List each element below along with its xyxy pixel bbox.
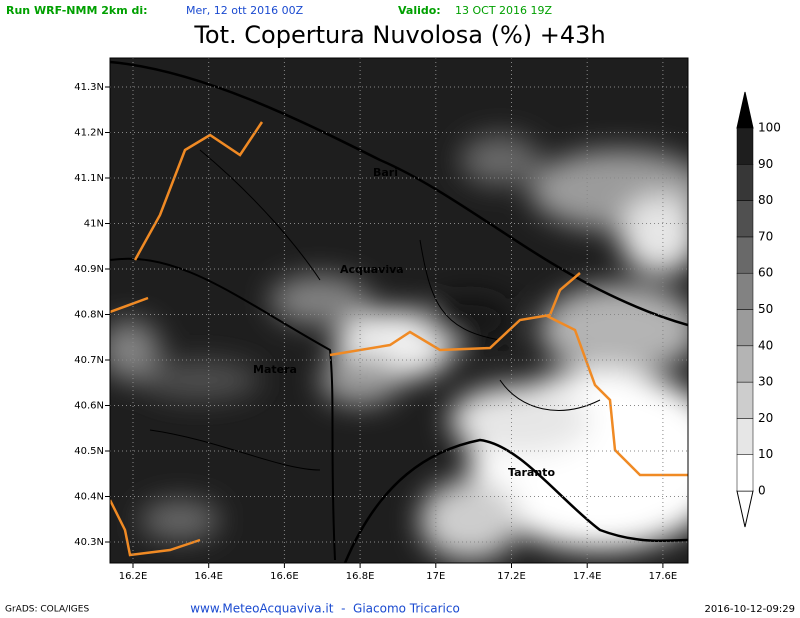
cloud-field [110, 58, 688, 563]
footer-left: GrADS: COLA/IGES [5, 605, 89, 615]
colorbar-band [736, 309, 754, 347]
lon-label: 16.2E [119, 571, 148, 582]
colorbar-label: 70 [758, 229, 773, 243]
colorbar-label: 30 [758, 375, 773, 389]
lon-label: 17.4E [573, 571, 602, 582]
place-labels: Bari Acquaviva Matera Taranto [253, 166, 555, 479]
lon-label: 16.8E [346, 571, 375, 582]
colorbar-label: 10 [758, 447, 773, 461]
footer-center: www.MeteoAcquaviva.it - Giacomo Tricaric… [190, 602, 460, 616]
colorbar-band [736, 454, 754, 492]
place-label: Bari [373, 166, 398, 179]
colorbar-label: 100 [758, 121, 781, 135]
footer-right: 2016-10-12-09:29 [704, 604, 795, 615]
colorbar-label: 0 [758, 484, 766, 498]
colorbar-label: 40 [758, 338, 773, 352]
colorbar-band [736, 236, 754, 274]
colorbar-band [736, 127, 754, 165]
colorbar-band [736, 200, 754, 238]
lon-label: 16.4E [194, 571, 223, 582]
lat-label: 40.8N [74, 310, 104, 321]
longitude-labels: 16.2E 16.4E 16.6E 16.8E 17E 17.2E 17.4E 17.6E [119, 563, 677, 582]
colorbar-band [736, 381, 754, 419]
lat-label: 40.3N [74, 537, 104, 548]
valid-label: Valido: [398, 4, 441, 17]
valid-date: 13 OCT 2016 19Z [455, 4, 553, 17]
lat-label: 41N [84, 219, 104, 230]
borders [110, 60, 688, 563]
colorbar-label: 90 [758, 157, 773, 171]
colorbar-band [736, 345, 754, 383]
lat-label: 40.6N [74, 401, 104, 412]
lat-label: 40.9N [74, 264, 104, 275]
region-borders [110, 121, 688, 557]
map-title: Tot. Copertura Nuvolosa (%) +43h [193, 21, 605, 49]
run-label: Run WRF-NMM 2km di: [6, 4, 148, 17]
map-frame [109, 57, 689, 564]
colorbar-band [736, 164, 754, 201]
colorbar-label: 20 [758, 411, 773, 425]
colorbar-label: 80 [758, 193, 773, 207]
lat-label: 40.7N [74, 355, 104, 366]
colorbar-band [736, 418, 754, 455]
graticule [110, 58, 688, 563]
colorbar-high-arrow [736, 91, 754, 129]
lon-label: 17.6E [649, 571, 678, 582]
colorbar-low-arrow [736, 490, 754, 528]
lat-label: 41.3N [74, 82, 104, 93]
colorbar: 0 10 20 30 40 50 60 70 80 90 100 [736, 91, 781, 528]
lat-label: 41.1N [74, 173, 104, 184]
latitude-labels: 41.3N 41.2N 41.1N 41N 40.9N 40.8N 40.7N 40.6N 40… [74, 82, 110, 548]
place-label: Acquaviva [340, 263, 404, 276]
colorbar-label: 60 [758, 266, 773, 280]
cloud-gradients [110, 135, 688, 560]
lon-label: 16.6E [270, 571, 299, 582]
lat-label: 40.4N [74, 492, 104, 503]
lon-label: 17E [426, 571, 445, 582]
place-label: Taranto [508, 466, 555, 479]
lon-label: 17.2E [497, 571, 526, 582]
lat-label: 41.2N [74, 128, 104, 139]
place-label: Matera [253, 363, 297, 376]
colorbar-label: 50 [758, 302, 773, 316]
colorbar-band [736, 272, 754, 310]
lat-label: 40.5N [74, 446, 104, 457]
run-date: Mer, 12 ott 2016 00Z [186, 4, 304, 17]
